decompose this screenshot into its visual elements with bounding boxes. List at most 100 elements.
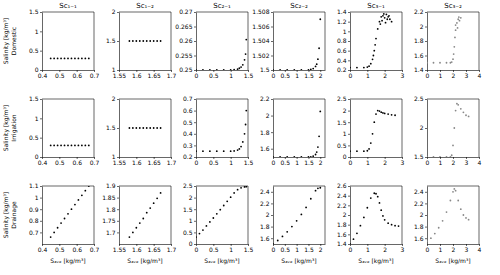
point — [149, 207, 151, 209]
x-tick: 1.6 — [132, 244, 142, 253]
point — [293, 156, 295, 157]
y-tick-mark — [348, 205, 350, 206]
y-tick-mark — [348, 31, 350, 32]
x-tick-label: 1.65 — [147, 246, 161, 253]
y-tick-label: 1.7 — [106, 229, 116, 236]
y-tick-label: 1.5 — [29, 95, 39, 102]
point — [244, 59, 246, 61]
x-tick: 4 — [478, 244, 482, 253]
x-tick-label: 3 — [401, 159, 405, 166]
y-tick-label: 1.8 — [106, 206, 116, 213]
x-tick-label: 1.55 — [113, 246, 127, 253]
y-tick: 1.8 — [260, 129, 273, 136]
x-tick-label: 1 — [295, 246, 299, 253]
frame — [273, 186, 325, 244]
y-tick: 1.5 — [106, 124, 119, 131]
y-tick-label: 0.4 — [183, 130, 193, 137]
y-tick-mark — [348, 215, 350, 216]
x-tick-label: 0 — [349, 72, 353, 79]
x-axis-line — [43, 157, 95, 158]
point — [318, 47, 320, 49]
x-tick-label: 1.5 — [304, 159, 314, 166]
x-tick-label: 2 — [452, 159, 456, 166]
point — [380, 209, 382, 211]
y-tick-label: 0.5 — [29, 134, 39, 141]
y-tick: 1.5 — [29, 8, 42, 15]
x-tick-label: 0 — [349, 159, 353, 166]
x-tick-label: 0.7 — [90, 246, 100, 253]
point — [139, 40, 141, 42]
y-tick-mark — [425, 27, 427, 28]
x-tick-label: 1 — [366, 72, 370, 79]
x-tick-label: 2 — [383, 72, 387, 79]
y-axis: 1.61.822.2 — [260, 95, 274, 157]
y-tick: 2 — [266, 112, 273, 119]
x-axis: 1.551.61.651.7 — [113, 70, 177, 79]
y-tick: 1.5 — [260, 66, 273, 73]
point — [226, 200, 228, 202]
y-tick-mark — [40, 99, 42, 100]
point — [206, 225, 208, 227]
point — [433, 156, 435, 157]
point — [242, 64, 244, 66]
y-tick-label: 2.4 — [260, 188, 270, 195]
point — [142, 127, 144, 129]
point — [382, 112, 384, 114]
point — [244, 133, 246, 135]
panel: 01230.20.40.60.811.21.4Sc₃₋₁ — [337, 2, 405, 79]
x-tick: 0.5 — [209, 70, 219, 79]
x-tick: 1.65 — [147, 157, 161, 166]
y-tick-label: 1.8 — [260, 223, 270, 230]
point — [459, 20, 461, 22]
y-tick-mark — [271, 192, 273, 193]
point — [454, 36, 456, 38]
y-tick: 1.8 — [414, 223, 427, 230]
y-axis: 00.511.522.5 — [337, 95, 351, 160]
y-tick: 1.5 — [106, 37, 119, 44]
y-tick-mark — [40, 12, 42, 13]
x-tick: 1 — [366, 157, 370, 166]
y-tick: 0.5 — [183, 229, 196, 236]
y-tick-label: 1 — [35, 28, 39, 35]
y-tick: 0.7 — [183, 95, 196, 102]
x-axis: 1.551.61.651.7 — [113, 244, 177, 253]
x-tick-label: 1.5 — [304, 246, 314, 253]
y-tick-mark — [271, 203, 273, 204]
point — [446, 211, 448, 213]
x-tick-label: 1 — [229, 72, 233, 79]
y-tick-mark — [425, 227, 427, 228]
point — [245, 110, 247, 112]
point — [245, 124, 247, 126]
y-tick-label: 1.6 — [414, 235, 424, 242]
x-tick: 1 — [295, 70, 299, 79]
y-tick: 2 — [343, 107, 350, 114]
y-tick-label: 1.1 — [29, 182, 39, 189]
y-tick-label: 2 — [112, 8, 116, 15]
point — [142, 218, 144, 220]
x-tick-label: 0.6 — [72, 159, 82, 166]
x-tick-label: 1 — [229, 246, 233, 253]
point — [387, 222, 389, 224]
point — [379, 21, 381, 23]
x-tick-label: 0 — [426, 72, 430, 79]
y-axis-line — [42, 13, 43, 71]
y-tick-mark — [40, 157, 42, 158]
x-tick: 1.5 — [304, 244, 314, 253]
x-tick: 0 — [272, 70, 276, 79]
y-tick: 1 — [35, 194, 42, 201]
x-tick: 0.5 — [55, 70, 65, 79]
y-axis: 1.41.61.822.22.42.6 — [337, 182, 351, 247]
panel: 1.551.61.651.71.71.751.81.851.9Sₐᵥₑ [kg/… — [102, 182, 176, 265]
y-tick-label: 0.2 — [337, 66, 347, 73]
x-tick: 3 — [401, 70, 405, 79]
point — [245, 39, 247, 41]
y-tick-mark — [348, 51, 350, 52]
y-tick: 1.5 — [183, 206, 196, 213]
point — [384, 112, 386, 114]
y-tick-label: 1 — [343, 130, 347, 137]
points — [427, 16, 462, 63]
y-tick: 0.7 — [29, 229, 42, 236]
x-tick: 0 — [195, 244, 199, 253]
point — [244, 186, 246, 188]
points — [196, 110, 247, 152]
